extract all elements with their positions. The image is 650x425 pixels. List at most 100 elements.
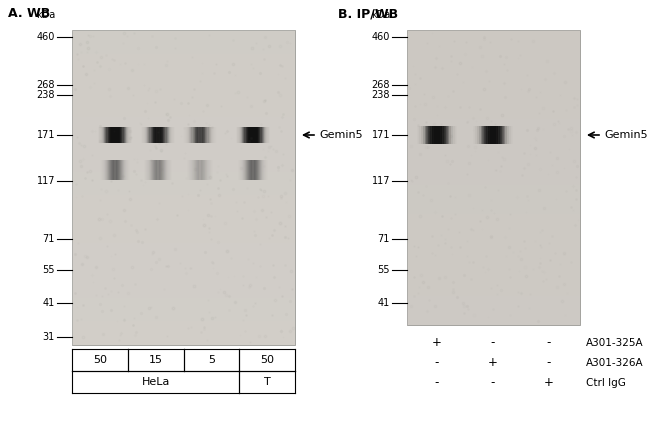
Bar <box>157 160 159 180</box>
Bar <box>196 160 198 180</box>
Bar <box>101 160 104 180</box>
Bar <box>497 126 500 144</box>
Bar <box>118 127 120 143</box>
Bar <box>148 127 151 143</box>
Bar <box>107 127 110 143</box>
Bar <box>262 160 264 180</box>
Bar <box>407 60 580 67</box>
Text: -: - <box>491 337 495 349</box>
Bar <box>150 160 151 180</box>
Bar <box>119 127 122 143</box>
Bar <box>240 127 242 143</box>
Bar <box>72 132 295 140</box>
Bar <box>407 303 580 310</box>
Bar <box>103 127 105 143</box>
Bar <box>407 288 580 295</box>
Bar <box>72 62 295 69</box>
Bar <box>506 126 508 144</box>
Bar <box>500 126 503 144</box>
Bar <box>117 160 120 180</box>
Bar <box>72 156 295 164</box>
Bar <box>72 172 295 180</box>
Bar <box>157 127 159 143</box>
Bar <box>193 127 196 143</box>
Bar <box>240 127 243 143</box>
Bar <box>116 127 118 143</box>
Bar <box>491 126 493 144</box>
Bar <box>72 54 295 62</box>
Bar <box>210 127 213 143</box>
Bar <box>149 127 151 143</box>
Bar <box>146 160 149 180</box>
Text: A. WB: A. WB <box>8 7 50 20</box>
Bar <box>263 160 265 180</box>
Bar <box>407 104 580 111</box>
Bar <box>156 127 159 143</box>
Bar <box>164 127 167 143</box>
Bar <box>153 160 155 180</box>
Bar <box>109 160 112 180</box>
Bar <box>407 244 580 251</box>
Bar <box>407 273 580 281</box>
Bar <box>187 127 189 143</box>
Bar <box>121 127 124 143</box>
Bar <box>72 274 295 282</box>
Bar <box>419 126 421 144</box>
Bar <box>72 196 295 203</box>
Bar <box>208 127 211 143</box>
Bar <box>440 126 443 144</box>
Text: HeLa: HeLa <box>142 377 170 387</box>
Bar <box>127 160 129 180</box>
Bar <box>258 160 260 180</box>
Bar <box>244 160 247 180</box>
Bar <box>504 126 507 144</box>
Bar <box>244 127 246 143</box>
Bar <box>239 160 241 180</box>
Bar <box>156 160 159 180</box>
Bar <box>101 127 104 143</box>
Bar <box>126 127 129 143</box>
Bar <box>124 160 125 180</box>
Bar <box>505 126 508 144</box>
Bar <box>151 127 153 143</box>
Bar <box>98 127 100 143</box>
Bar <box>207 127 209 143</box>
Bar <box>212 160 214 180</box>
Bar <box>203 160 205 180</box>
Bar <box>443 126 445 144</box>
Bar <box>205 127 207 143</box>
Bar <box>209 127 212 143</box>
Bar <box>495 126 498 144</box>
Bar <box>434 126 437 144</box>
Bar <box>72 235 295 243</box>
Bar <box>198 127 201 143</box>
Bar <box>157 127 160 143</box>
Bar <box>111 160 113 180</box>
Bar <box>196 127 198 143</box>
Bar <box>173 127 176 143</box>
Bar <box>196 160 198 180</box>
Bar <box>452 126 454 144</box>
Bar <box>168 160 170 180</box>
Bar <box>116 160 118 180</box>
Bar <box>407 82 580 89</box>
Bar <box>407 74 580 82</box>
Bar <box>202 127 203 143</box>
Bar <box>407 207 580 214</box>
Bar <box>204 160 206 180</box>
Bar <box>189 127 192 143</box>
Bar <box>203 127 206 143</box>
Bar <box>145 127 148 143</box>
Bar <box>437 126 440 144</box>
Bar <box>263 127 265 143</box>
Bar <box>166 127 169 143</box>
Bar <box>248 160 250 180</box>
Bar <box>204 127 206 143</box>
Bar <box>112 127 114 143</box>
Bar <box>157 127 159 143</box>
Bar <box>113 127 116 143</box>
Bar <box>489 126 491 144</box>
Text: -: - <box>491 377 495 389</box>
Bar <box>259 127 262 143</box>
Bar <box>482 126 484 144</box>
